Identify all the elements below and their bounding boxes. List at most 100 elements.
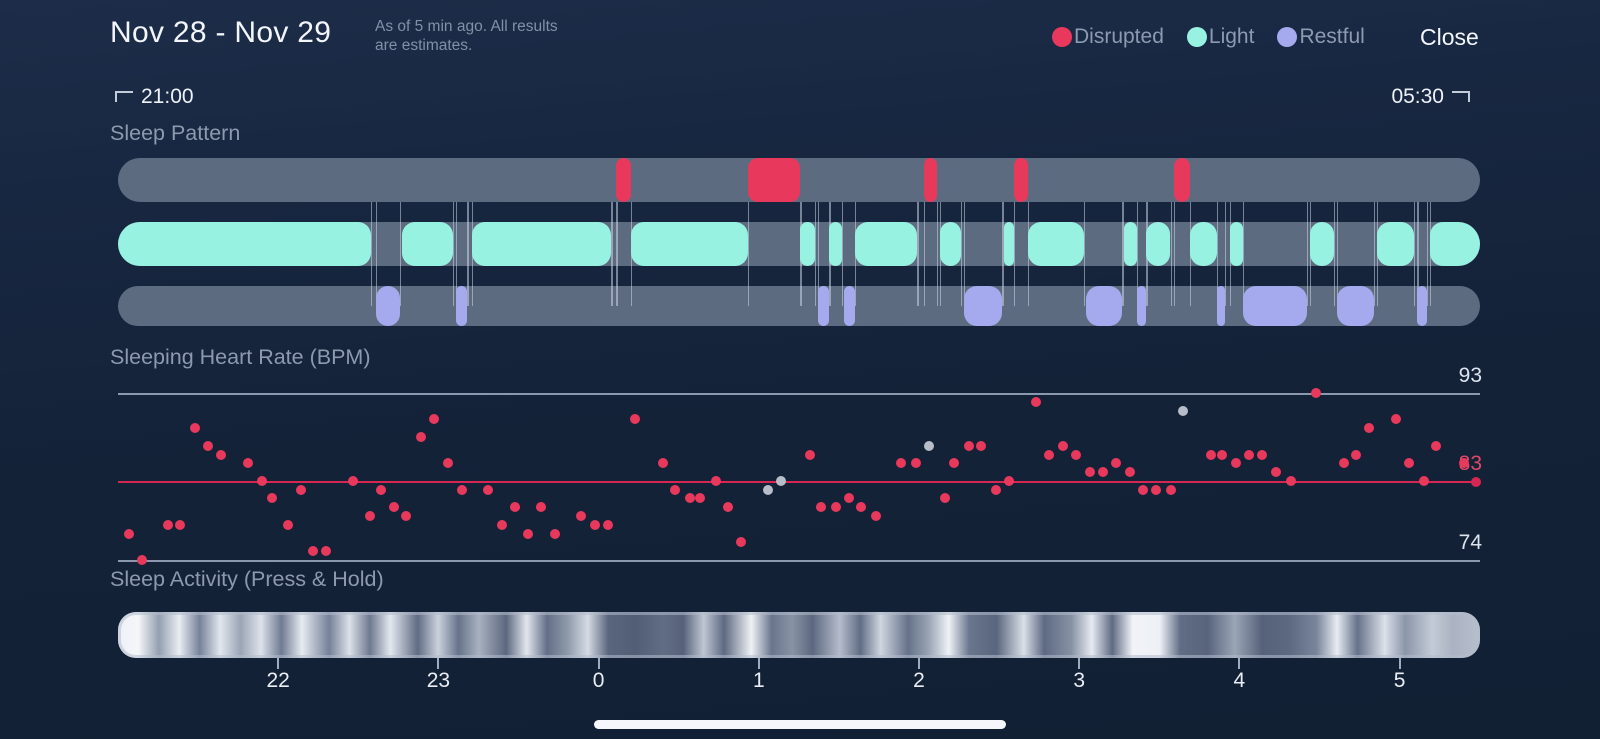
segment-connector-line xyxy=(1170,202,1172,306)
hr-data-point xyxy=(603,519,614,530)
hr-data-point xyxy=(830,502,841,513)
segment-connector-line xyxy=(456,202,458,306)
hr-data-point xyxy=(684,493,695,504)
legend-label: Disrupted xyxy=(1074,25,1164,48)
hr-data-point xyxy=(1458,458,1469,469)
axis-tick xyxy=(1078,658,1081,669)
segment-restful xyxy=(1417,286,1427,326)
segment-restful xyxy=(375,286,400,326)
segment-connector-line xyxy=(1013,202,1015,306)
hr-data-point xyxy=(896,458,907,469)
segment-light xyxy=(854,222,918,266)
hr-data-point xyxy=(1216,449,1227,460)
hr-data-point xyxy=(816,502,827,513)
axis-tick-label: 0 xyxy=(592,669,605,692)
segment-light xyxy=(1146,222,1171,266)
hr-data-point xyxy=(590,519,601,530)
hr-data-point xyxy=(415,431,426,442)
hr-data-point xyxy=(1231,458,1242,469)
hr-data-point xyxy=(1111,458,1122,469)
segment-restful xyxy=(963,286,1003,326)
segment-connector-line xyxy=(1224,202,1227,306)
hr-data-point xyxy=(308,546,319,557)
hr-data-point xyxy=(1271,467,1282,478)
segment-light xyxy=(118,222,372,266)
axis-tick-label: 23 xyxy=(426,669,451,692)
hr-data-point xyxy=(1058,440,1069,451)
hr-data-point xyxy=(1165,484,1176,495)
segment-connector-line xyxy=(1417,202,1419,306)
hr-data-point xyxy=(1338,458,1349,469)
close-button[interactable]: Close xyxy=(1420,24,1479,50)
window-start-bracket-icon xyxy=(115,91,133,102)
segment-light xyxy=(1189,222,1217,266)
segment-light xyxy=(1027,222,1084,266)
segment-light xyxy=(1003,222,1014,266)
axis-tick-label: 5 xyxy=(1393,669,1406,692)
segment-connector-line xyxy=(452,202,455,306)
activity-title: Sleep Activity (Press & Hold) xyxy=(110,567,384,591)
axis-tick-label: 3 xyxy=(1073,669,1086,692)
hr-data-point xyxy=(266,493,277,504)
hr-max-label: 93 xyxy=(1458,364,1482,387)
hr-data-point xyxy=(630,414,641,425)
hr-data-point xyxy=(990,484,1001,495)
hr-data-point xyxy=(939,493,950,504)
segment-restful xyxy=(1085,286,1123,326)
hr-data-point xyxy=(1138,484,1149,495)
hr-data-point xyxy=(1098,467,1109,478)
sleep-activity-bar[interactable] xyxy=(118,612,1480,658)
segment-connector-line xyxy=(1333,202,1336,306)
hr-data-point xyxy=(1404,458,1415,469)
home-indicator[interactable] xyxy=(594,720,1006,729)
hr-data-point xyxy=(1244,449,1254,460)
segment-connector-line xyxy=(747,202,749,306)
segment-connector-line xyxy=(917,202,919,306)
hr-data-point xyxy=(428,414,439,425)
axis-tick xyxy=(277,658,280,669)
hr-data-point xyxy=(910,458,921,469)
segment-connector-line xyxy=(1242,202,1244,306)
segment-connector-line xyxy=(1136,202,1139,306)
axis-tick xyxy=(1238,658,1241,669)
segment-connector-line xyxy=(1306,202,1308,306)
hr-data-point xyxy=(723,502,734,513)
segment-connector-line xyxy=(1337,202,1339,306)
hr-data-point xyxy=(523,528,534,539)
hr-data-point xyxy=(1431,440,1442,451)
heart-rate-title: Sleeping Heart Rate (BPM) xyxy=(110,345,371,369)
axis-tick-label: 4 xyxy=(1233,669,1246,692)
as-of-note: As of 5 min ago. All results are estimat… xyxy=(375,17,558,55)
axis-tick xyxy=(757,658,760,669)
hr-data-point xyxy=(175,519,186,530)
hr-data-point xyxy=(457,484,468,495)
segment-light xyxy=(800,222,815,266)
segment-connector-line xyxy=(371,202,373,306)
segment-light xyxy=(1229,222,1243,266)
hr-data-point xyxy=(483,484,494,495)
segment-connector-line xyxy=(1002,202,1004,306)
hr-data-point xyxy=(856,502,867,513)
segment-disrupted xyxy=(747,158,801,202)
segment-light xyxy=(829,222,843,266)
segment-light xyxy=(1430,222,1480,266)
hr-data-point xyxy=(242,458,253,469)
segment-restful xyxy=(1337,286,1374,326)
hr-average-line xyxy=(118,480,1478,484)
hr-data-point xyxy=(137,555,148,565)
hr-min-label: 74 xyxy=(1458,531,1482,554)
segment-connector-line xyxy=(842,202,844,306)
segment-restful xyxy=(1216,286,1225,326)
segment-connector-line xyxy=(923,202,926,306)
sleep-pattern-title: Sleep Pattern xyxy=(110,121,241,145)
segment-connector-line xyxy=(1173,202,1175,306)
hr-data-point xyxy=(550,528,561,539)
hr-data-point xyxy=(215,449,226,460)
hr-data-point-gray xyxy=(763,484,774,495)
window-end-time: 05:30 xyxy=(1391,85,1444,108)
legend: Disrupted Light Restful xyxy=(1052,25,1379,49)
segment-connector-line xyxy=(960,202,962,306)
as-of-note-line2: are estimates. xyxy=(375,37,473,54)
segment-light xyxy=(472,222,612,266)
